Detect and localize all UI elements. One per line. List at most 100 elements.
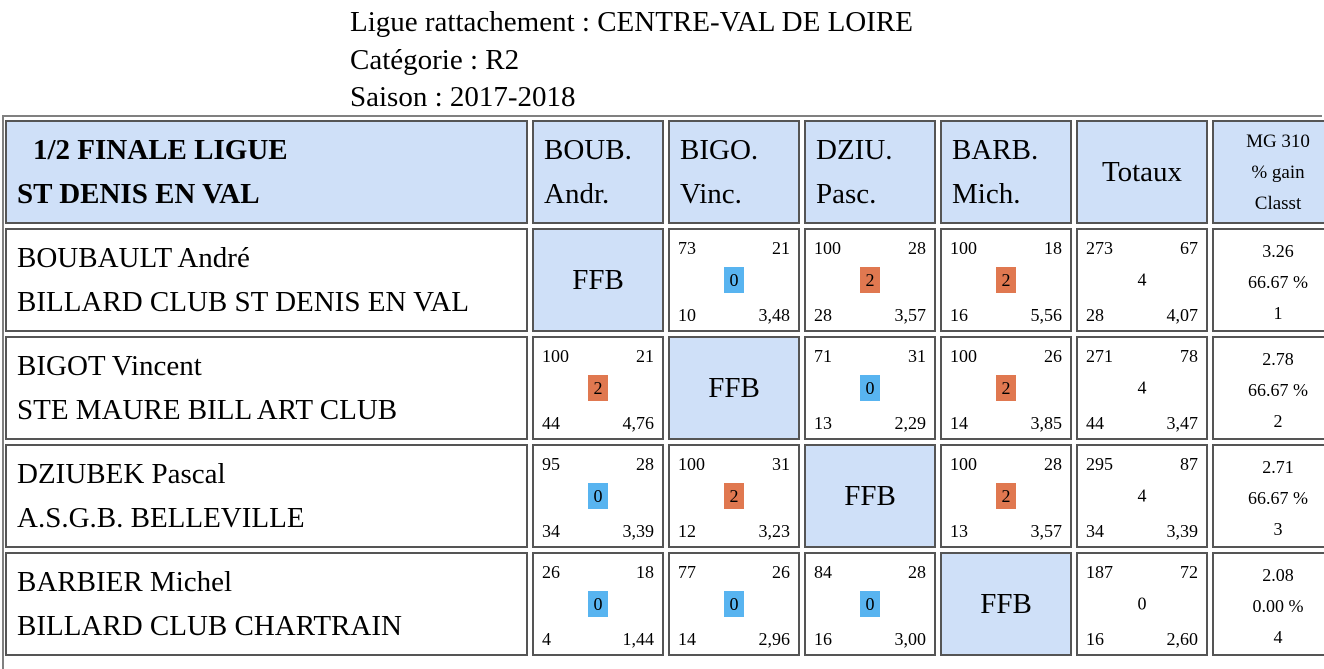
total-serie: 87	[1180, 454, 1198, 474]
match-serie: 26	[772, 562, 790, 582]
ffb-label: FFB	[708, 371, 760, 404]
column-header-abbr: DZIU.	[816, 134, 893, 166]
competition-title: 1/2 FINALE LIGUE	[33, 134, 288, 166]
loss-badge: 0	[588, 591, 608, 617]
column-header-firstname: Andr.	[544, 178, 610, 210]
match-moyenne: 3,48	[758, 305, 791, 325]
win-badge: 2	[588, 375, 608, 401]
player-name: BOUBAULT André	[17, 242, 250, 274]
total-moyenne: 3,47	[1166, 413, 1199, 433]
total-result: 0	[1137, 593, 1147, 614]
match-points: 100	[950, 346, 977, 366]
mg-classt: 4	[1273, 627, 1283, 647]
win-badge: 2	[996, 375, 1016, 401]
match-moyenne: 2,96	[758, 629, 791, 649]
match-moyenne: 3,00	[894, 629, 927, 649]
match-points: 100	[542, 346, 569, 366]
match-reprises: 28	[814, 305, 832, 325]
totals-cell: 295 87 4 34 3,39	[1076, 444, 1208, 548]
ffb-label: FFB	[980, 587, 1032, 620]
match-reprises: 44	[542, 413, 560, 433]
match-serie: 28	[1044, 454, 1062, 474]
total-moyenne: 3,39	[1166, 521, 1199, 541]
match-moyenne: 1,44	[622, 629, 655, 649]
player-cell: DZIUBEK Pascal A.S.G.B. BELLEVILLE	[5, 444, 528, 548]
match-moyenne: 4,76	[622, 413, 655, 433]
results-table: 1/2 FINALE LIGUE ST DENIS EN VAL BOUB. Andr…	[5, 120, 1324, 660]
total-serie: 67	[1180, 238, 1198, 258]
match-moyenne: 3,85	[1030, 413, 1063, 433]
categorie-line: Catégorie : R2	[350, 43, 520, 76]
match-serie: 31	[772, 454, 790, 474]
total-moyenne: 4,07	[1166, 305, 1199, 325]
match-reprises: 13	[950, 521, 968, 541]
loss-badge: 0	[860, 591, 880, 617]
match-moyenne: 3,39	[622, 521, 655, 541]
match-cell: 100 21 2 44 4,76	[532, 336, 664, 440]
saison-line: Saison : 2017-2018	[350, 81, 576, 113]
match-reprises: 16	[950, 305, 968, 325]
match-serie: 28	[636, 454, 654, 474]
match-cell: 71 31 0 13 2,29	[804, 336, 936, 440]
mg-value: 2.78	[1262, 349, 1294, 369]
win-badge: 2	[996, 267, 1016, 293]
match-points: 26	[542, 562, 560, 582]
column-header-abbr: BARB.	[952, 134, 1039, 166]
player-club: BILLARD CLUB CHARTRAIN	[17, 610, 402, 642]
player-cell: BARBIER Michel BILLARD CLUB CHARTRAIN	[5, 552, 528, 656]
match-points: 71	[814, 346, 832, 366]
match-moyenne: 3,57	[894, 305, 927, 325]
mg-gain: 0.00 %	[1252, 596, 1304, 616]
totals-cell: 273 67 4 28 4,07	[1076, 228, 1208, 332]
match-cell: 100 31 2 12 3,23	[668, 444, 800, 548]
mg-classt: 3	[1273, 519, 1283, 539]
mg-header-line3: Classt	[1254, 193, 1302, 214]
ffb-label: FFB	[844, 479, 896, 512]
match-reprises: 16	[814, 629, 832, 649]
match-cell: 95 28 0 34 3,39	[532, 444, 664, 548]
column-header-abbr: BIGO.	[680, 134, 759, 166]
match-cell: 26 18 0 4 1,44	[532, 552, 664, 656]
loss-badge: 0	[724, 267, 744, 293]
ligue-line: Ligue rattachement : CENTRE-VAL DE LOIRE	[350, 6, 913, 38]
total-points: 295	[1086, 454, 1113, 474]
totals-cell: 187 72 0 16 2,60	[1076, 552, 1208, 656]
player-name: BIGOT Vincent	[17, 350, 202, 382]
player-club: A.S.G.B. BELLEVILLE	[17, 502, 305, 534]
match-serie: 28	[908, 562, 926, 582]
mg-gain: 66.67 %	[1248, 488, 1308, 508]
loss-badge: 0	[860, 375, 880, 401]
match-reprises: 4	[542, 629, 551, 649]
table-row: BOUBAULT André BILLARD CLUB ST DENIS EN V…	[5, 228, 1324, 336]
total-reprises: 44	[1086, 413, 1104, 433]
match-reprises: 14	[678, 629, 696, 649]
match-points: 100	[814, 238, 841, 258]
self-match-cell: FFB	[668, 336, 800, 440]
mg-value: 3.26	[1262, 241, 1294, 261]
mg-header: MG 310 % gain Classt	[1212, 120, 1324, 224]
match-points: 100	[950, 454, 977, 474]
totals-cell: 271 78 4 44 3,47	[1076, 336, 1208, 440]
match-reprises: 10	[678, 305, 696, 325]
match-cell: 84 28 0 16 3,00	[804, 552, 936, 656]
player-cell: BIGOT Vincent STE MAURE BILL ART CLUB	[5, 336, 528, 440]
loss-badge: 0	[724, 591, 744, 617]
match-cell: 77 26 0 14 2,96	[668, 552, 800, 656]
match-points: 100	[950, 238, 977, 258]
competition-title-cell: 1/2 FINALE LIGUE ST DENIS EN VAL	[5, 120, 528, 224]
total-points: 271	[1086, 346, 1113, 366]
mg-cell: 2.78 66.67 % 2	[1212, 336, 1324, 440]
match-serie: 18	[1044, 238, 1062, 258]
total-reprises: 34	[1086, 521, 1104, 541]
win-badge: 2	[996, 483, 1016, 509]
total-result: 4	[1137, 269, 1147, 290]
match-cell: 100 18 2 16 5,56	[940, 228, 1072, 332]
table-row: DZIUBEK Pascal A.S.G.B. BELLEVILLE 95 28 0 34…	[5, 444, 1324, 552]
match-serie: 26	[1044, 346, 1062, 366]
header-row: 1/2 FINALE LIGUE ST DENIS EN VAL BOUB. Andr…	[5, 120, 1324, 228]
match-cell: 73 21 0 10 3,48	[668, 228, 800, 332]
competition-venue: ST DENIS EN VAL	[17, 178, 260, 210]
column-header-firstname: Vinc.	[680, 178, 742, 210]
player-cell: BOUBAULT André BILLARD CLUB ST DENIS EN V…	[5, 228, 528, 332]
match-reprises: 13	[814, 413, 832, 433]
